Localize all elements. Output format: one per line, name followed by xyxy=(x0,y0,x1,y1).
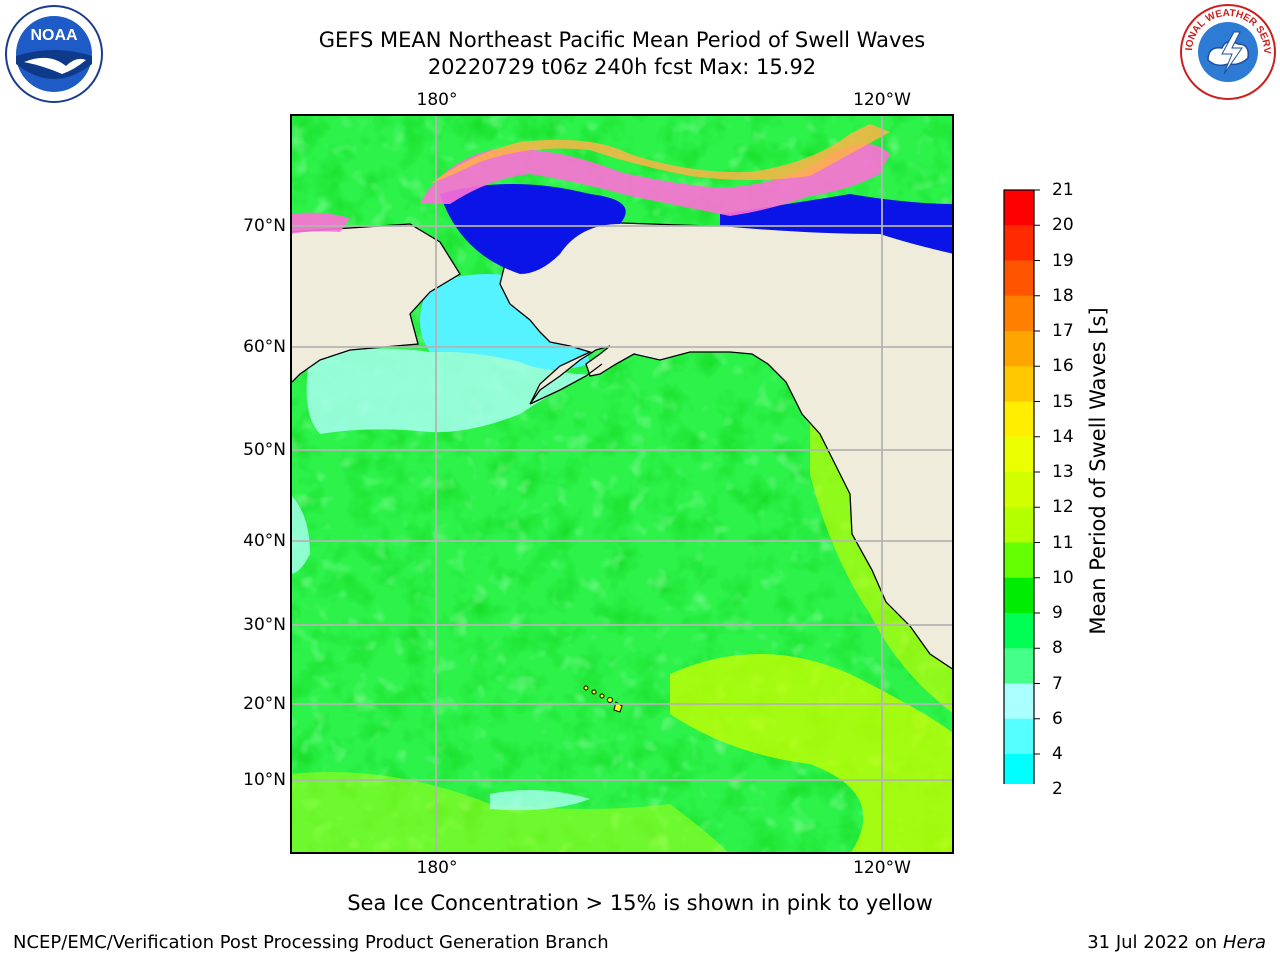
colorbar-band xyxy=(1004,190,1034,226)
lon-tick-bottom-180: 180° xyxy=(416,858,458,878)
map-border xyxy=(290,114,954,854)
colorbar xyxy=(1003,189,1040,784)
nws-logo: NATIONAL WEATHER SERVICE xyxy=(1178,2,1276,100)
colorbar-band xyxy=(1004,436,1034,473)
colorbar-band xyxy=(1004,754,1034,784)
colorbar-border xyxy=(1003,189,1035,784)
arctic-sea-blue xyxy=(440,184,626,274)
noaa-logo: NOAA xyxy=(5,5,103,103)
colorbar-band xyxy=(1004,683,1034,720)
colorbar-tick-label: 2 xyxy=(1052,779,1063,800)
footer-machine: Hera xyxy=(1222,932,1266,953)
colorbar-tick-label: 13 xyxy=(1052,462,1074,482)
sea-ice-pink-band xyxy=(420,144,890,216)
colorbar-tick-label: 4 xyxy=(1052,744,1063,764)
arctic-sea-blue-east xyxy=(720,194,954,254)
title-line-1: GEFS MEAN Northeast Pacific Mean Period … xyxy=(318,28,926,52)
footer-left: NCEP/EMC/Verification Post Processing Pr… xyxy=(13,932,609,953)
lat-tick-20n: 20°N xyxy=(243,694,286,714)
colorbar-band xyxy=(1004,331,1034,367)
aleutian-islands xyxy=(529,363,603,405)
colorbar-band xyxy=(1004,718,1034,755)
colorbar-tick-label: 10 xyxy=(1052,567,1074,588)
colorbar-tick-label: 7 xyxy=(1052,673,1063,694)
colorbar-tick-label: 12 xyxy=(1052,497,1074,518)
footer-right: 31 Jul 2022 on Hera xyxy=(1087,932,1266,954)
colorbar-tick-label: 16 xyxy=(1052,356,1074,377)
colorbar-tick-label: 17 xyxy=(1052,321,1074,341)
colorbar-tick-label: 21 xyxy=(1052,180,1074,200)
map-panel xyxy=(290,114,954,854)
swell-region-cyan-west xyxy=(290,494,310,574)
swell-region-lightcyan xyxy=(306,348,590,434)
colorbar-tick-label: 15 xyxy=(1052,391,1074,412)
colorbar-band xyxy=(1004,577,1034,614)
colorbar-band xyxy=(1004,295,1034,332)
colorbar-band xyxy=(1004,260,1034,297)
sea-ice-note: Sea Ice Concentration > 15% is shown in … xyxy=(347,891,933,915)
title-line-2: 20220729 t06z 240h fcst Max: 15.92 xyxy=(427,55,817,79)
lat-tick-50n: 50°N xyxy=(243,440,286,460)
colorbar-band xyxy=(1004,648,1034,684)
colorbar-tick-label: 8 xyxy=(1052,638,1063,659)
sea-ice-northwest xyxy=(290,212,350,234)
noaa-logo-text: NOAA xyxy=(30,27,78,44)
colorbar-tick-label: 14 xyxy=(1052,426,1074,447)
lon-tick-bottom-120w: 120°W xyxy=(853,858,911,878)
colorbar-tick-label: 18 xyxy=(1052,285,1074,306)
colorbar-band xyxy=(1004,225,1034,261)
land-asia xyxy=(290,223,461,385)
land-north-america xyxy=(494,213,954,671)
colorbar-band xyxy=(1004,366,1034,402)
colorbar-band xyxy=(1004,507,1034,543)
lat-tick-10n: 10°N xyxy=(243,770,286,790)
graticule xyxy=(290,114,954,854)
swell-region-cyan-south xyxy=(490,790,590,811)
colorbar-band xyxy=(1004,472,1034,508)
colorbar-band xyxy=(1004,401,1034,438)
colorbar-tick-label: 6 xyxy=(1052,708,1063,729)
lat-tick-30n: 30°N xyxy=(243,615,286,635)
lon-tick-top-180: 180° xyxy=(416,90,458,110)
colorbar-tick-label: 11 xyxy=(1052,532,1074,553)
lon-tick-top-120w: 120°W xyxy=(853,90,911,110)
swell-region-south xyxy=(290,772,730,854)
colorbar-band xyxy=(1004,613,1034,649)
lat-tick-60n: 60°N xyxy=(243,337,286,357)
colorbar-tick-label: 20 xyxy=(1052,215,1074,236)
lat-tick-40n: 40°N xyxy=(243,531,286,551)
colorbar-band xyxy=(1004,542,1034,579)
colorbar-tick-label: 9 xyxy=(1052,603,1063,623)
colorbar-tick-label: 19 xyxy=(1052,250,1074,271)
colorbar-label: Mean Period of Swell Waves [s] xyxy=(1086,307,1110,635)
lat-tick-70n: 70°N xyxy=(243,216,286,236)
footer-date: 31 Jul 2022 on xyxy=(1087,932,1223,953)
sea-ice-orange-edge xyxy=(430,124,890,184)
